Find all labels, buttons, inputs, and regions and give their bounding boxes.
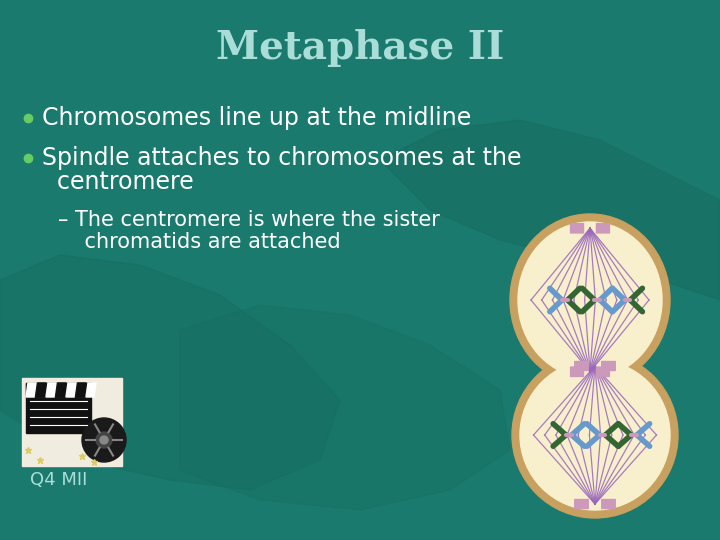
Text: Chromosomes line up at the midline: Chromosomes line up at the midline (42, 106, 472, 130)
FancyBboxPatch shape (602, 361, 616, 370)
FancyBboxPatch shape (575, 500, 588, 509)
Circle shape (82, 418, 126, 462)
FancyBboxPatch shape (596, 224, 609, 233)
Polygon shape (76, 383, 86, 397)
Ellipse shape (518, 222, 662, 378)
FancyBboxPatch shape (570, 224, 583, 233)
Polygon shape (0, 255, 340, 490)
Ellipse shape (510, 214, 670, 386)
Circle shape (96, 432, 112, 448)
FancyBboxPatch shape (575, 361, 588, 370)
Polygon shape (86, 383, 96, 397)
FancyBboxPatch shape (602, 500, 616, 509)
Polygon shape (66, 383, 76, 397)
Text: Metaphase II: Metaphase II (216, 29, 504, 67)
Bar (26, 383, 91, 433)
Text: Spindle attaches to chromosomes at the: Spindle attaches to chromosomes at the (42, 146, 521, 170)
Text: – The centromere is where the sister: – The centromere is where the sister (58, 210, 440, 230)
Bar (26, 383, 91, 397)
Text: Q4 MII: Q4 MII (30, 471, 87, 489)
Bar (22, 378, 122, 466)
Text: centromere: centromere (42, 170, 194, 194)
FancyBboxPatch shape (596, 367, 609, 376)
Polygon shape (56, 383, 66, 397)
Text: chromatids are attached: chromatids are attached (58, 232, 341, 252)
Polygon shape (46, 383, 56, 397)
Polygon shape (380, 120, 720, 300)
FancyBboxPatch shape (570, 367, 583, 376)
Polygon shape (180, 305, 510, 510)
Ellipse shape (512, 352, 678, 518)
Polygon shape (36, 383, 46, 397)
Circle shape (100, 436, 108, 444)
Polygon shape (26, 383, 36, 397)
Ellipse shape (520, 360, 670, 510)
